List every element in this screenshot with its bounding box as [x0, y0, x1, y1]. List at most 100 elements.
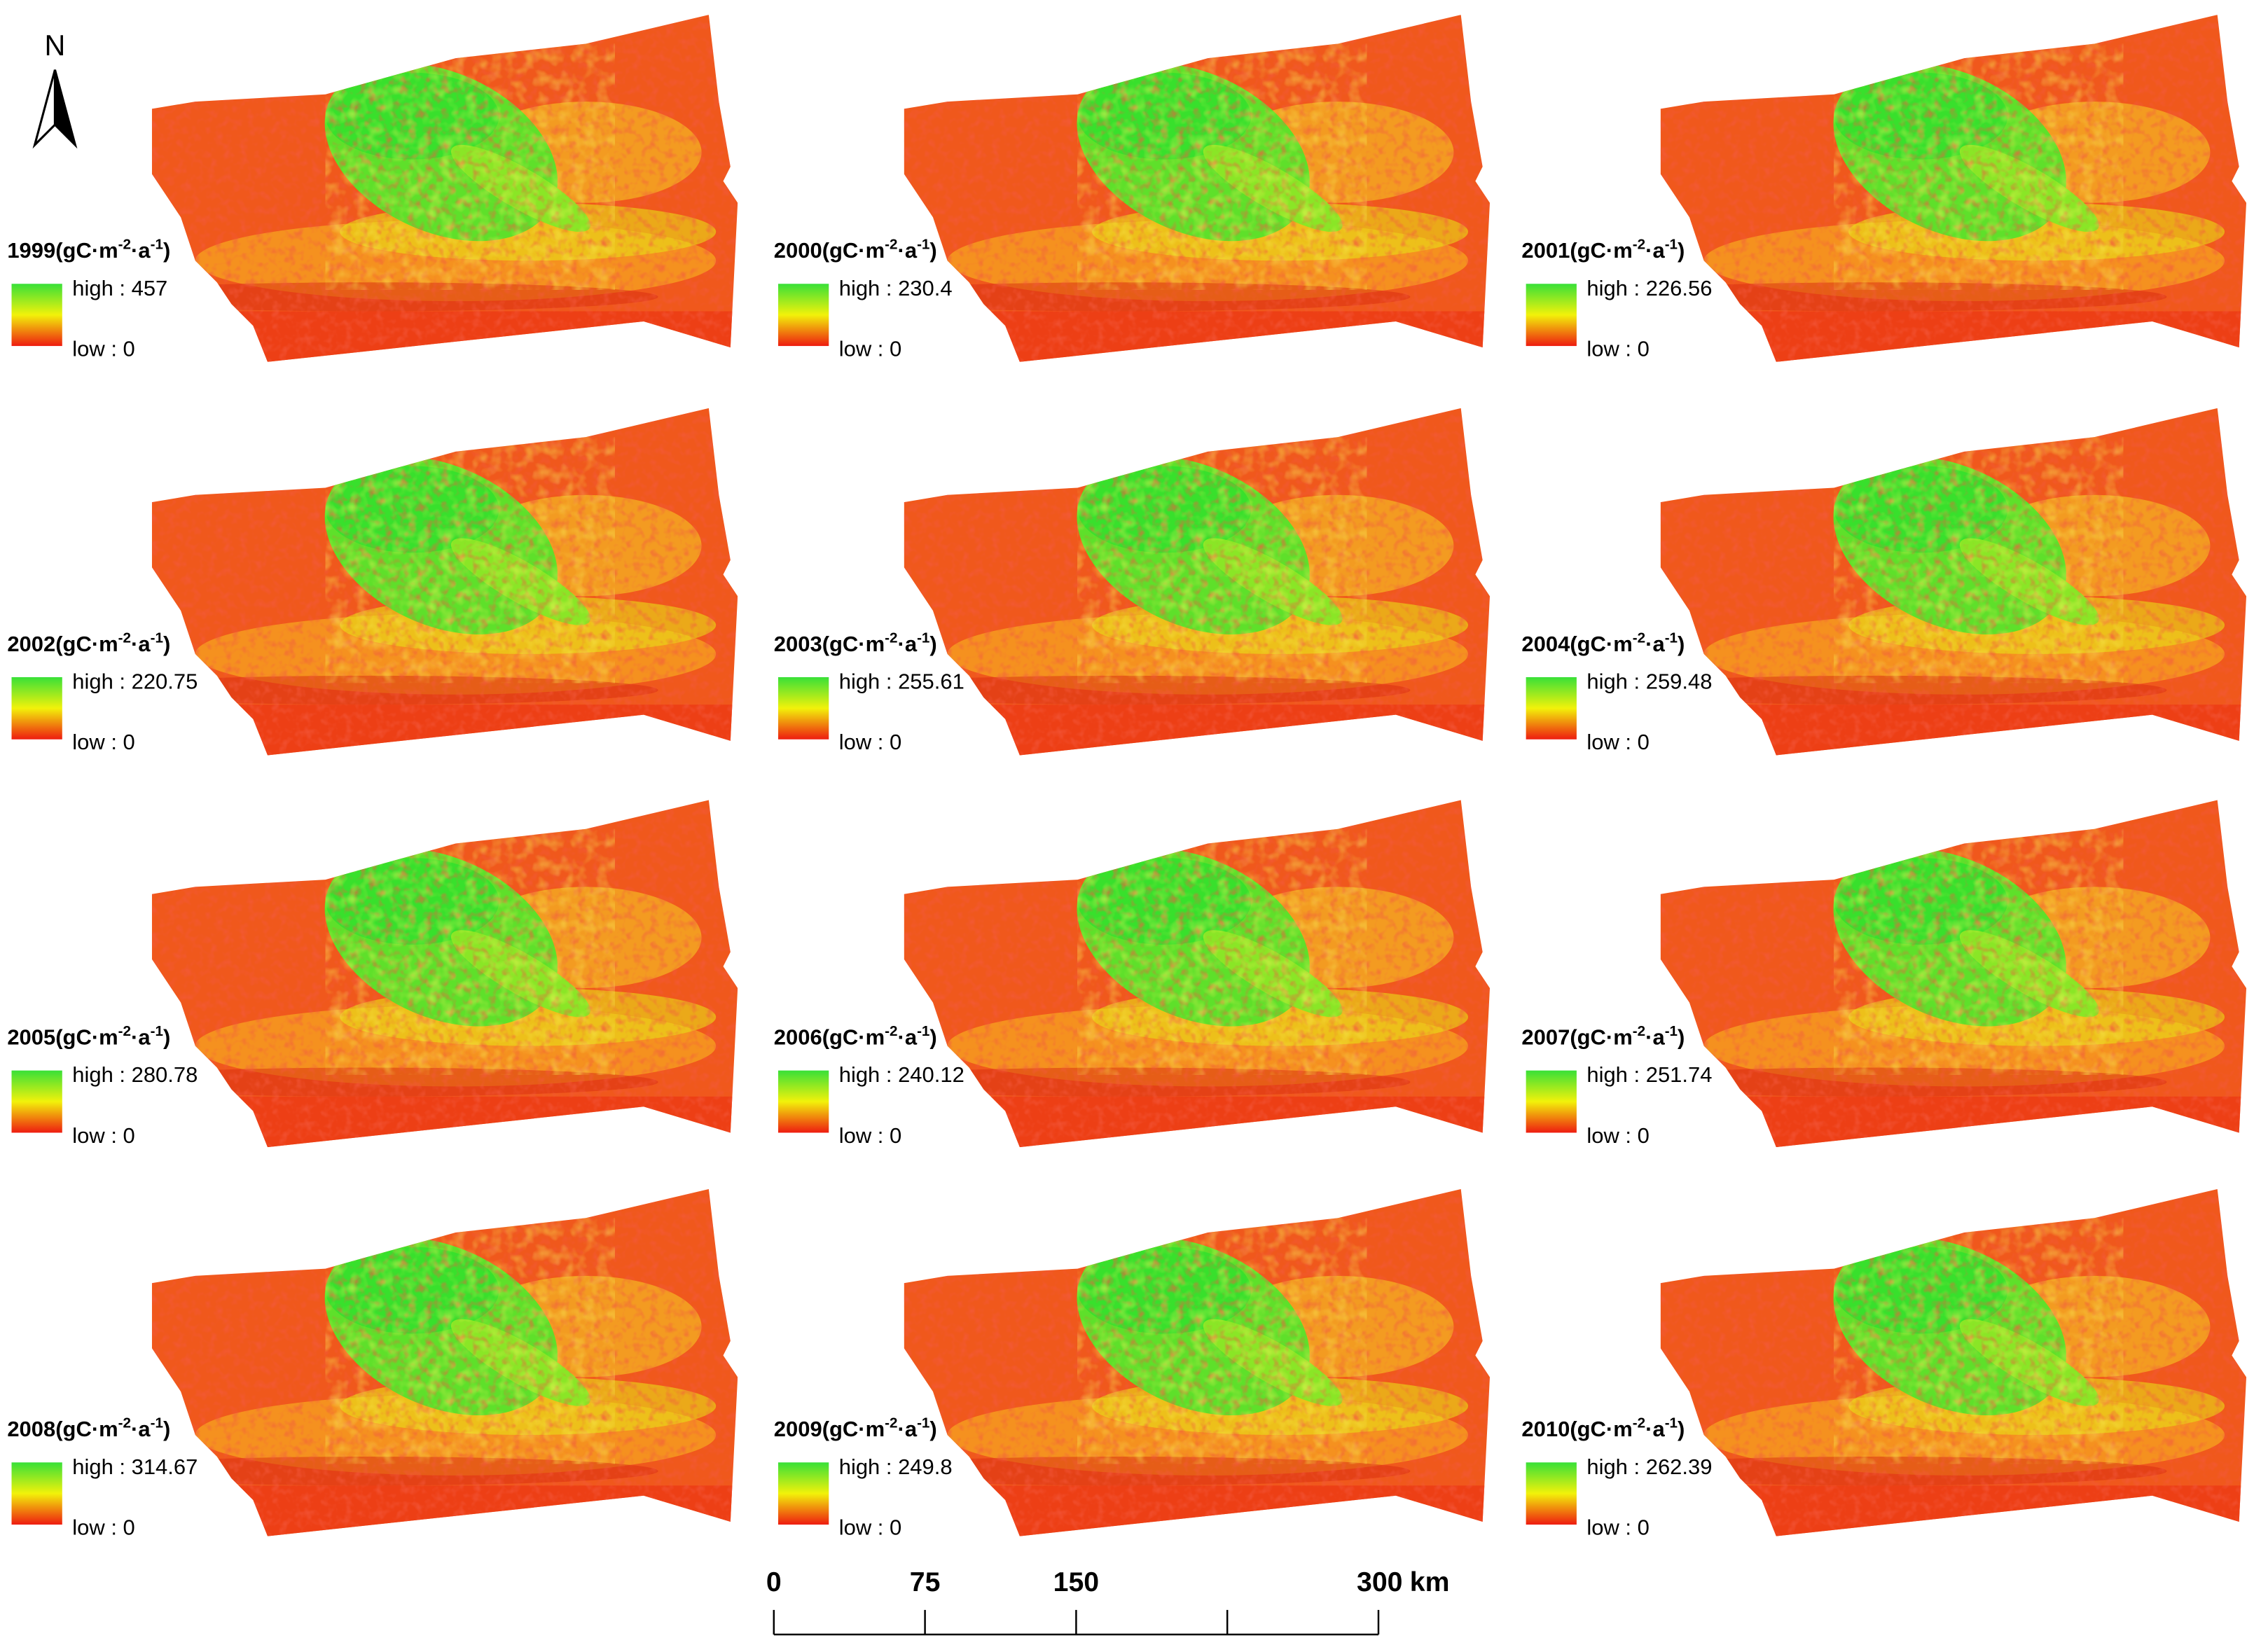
year: 2009: [774, 1417, 822, 1441]
unit: ): [163, 1025, 170, 1049]
scale-value: 0: [766, 1567, 782, 1597]
color-ramp: [11, 1070, 62, 1133]
unit-exponent: -1: [917, 1415, 929, 1431]
legend-low: low : 0: [72, 1123, 135, 1148]
unit-exponent: -1: [1665, 1415, 1678, 1431]
unit-exponent: -1: [151, 630, 163, 646]
legend-high: high : 280.78: [72, 1062, 198, 1087]
unit-exponent: -2: [118, 1023, 131, 1039]
scale-value: 150: [1053, 1567, 1099, 1597]
panel: 2003(gC·m-2·a-1) high : 255.61 low : 0: [774, 408, 1498, 763]
legend-low: low : 0: [72, 337, 135, 361]
unit-exponent: -2: [118, 630, 131, 646]
legend-high: high : 262.39: [1586, 1455, 1712, 1479]
unit: (gC·m: [822, 632, 885, 656]
panel: 2006(gC·m-2·a-1) high : 240.12 low : 0: [774, 800, 1498, 1154]
color-ramp: [11, 676, 62, 740]
unit-exponent: -2: [118, 237, 131, 253]
unit: ·a: [131, 632, 151, 656]
legend-high: high : 226.56: [1586, 276, 1712, 300]
year: 2004: [1521, 632, 1570, 656]
unit: ·a: [1645, 238, 1665, 263]
legend-high: high : 255.61: [839, 669, 964, 693]
unit: ): [163, 1417, 170, 1441]
legend-title: 1999(gC·m-2·a-1): [7, 237, 170, 263]
unit: ·a: [898, 238, 918, 263]
unit: (gC·m: [822, 1417, 885, 1441]
map-raster: [1588, 800, 2253, 1154]
unit-exponent: -1: [917, 1023, 929, 1039]
year: 2001: [1521, 238, 1570, 263]
color-ramp: [11, 284, 62, 347]
scale-label: 75: [910, 1567, 941, 1597]
unit-exponent: -1: [151, 1023, 163, 1039]
map-raster: [831, 800, 1497, 1154]
unit-exponent: -2: [885, 237, 897, 253]
legend-low: low : 0: [72, 730, 135, 754]
unit-exponent: -1: [917, 630, 929, 646]
color-ramp: [777, 1462, 829, 1525]
legend-title: 2000(gC·m-2·a-1): [774, 237, 937, 263]
unit-exponent: -1: [917, 237, 929, 253]
map-raster: [831, 1189, 1497, 1543]
unit: ): [1678, 238, 1685, 263]
year: 2003: [774, 632, 822, 656]
unit: ): [1678, 1417, 1685, 1441]
color-ramp: [777, 676, 829, 740]
legend-low: low : 0: [839, 730, 902, 754]
year: 2008: [7, 1417, 55, 1441]
unit: ): [1678, 632, 1685, 656]
legend-title: 2001(gC·m-2·a-1): [1521, 237, 1685, 263]
unit: (gC·m: [1570, 632, 1632, 656]
legend-high: high : 251.74: [1586, 1062, 1712, 1087]
panels: 1999(gC·m-2·a-1) high : 457 low : 0 2000(gC…: [7, 15, 2253, 1543]
legend-high: high : 457: [72, 276, 167, 300]
unit: ): [1678, 1025, 1685, 1049]
scale-value: 75: [910, 1567, 941, 1597]
unit-exponent: -2: [1633, 630, 1645, 646]
legend-title: 2005(gC·m-2·a-1): [7, 1023, 170, 1049]
color-ramp: [1526, 284, 1577, 347]
unit: ): [163, 632, 170, 656]
unit: ·a: [1645, 1025, 1665, 1049]
scale-label: 150: [1053, 1567, 1099, 1597]
unit-exponent: -1: [151, 1415, 163, 1431]
legend-title: 2007(gC·m-2·a-1): [1521, 1023, 1685, 1049]
legend-high: high : 249.8: [839, 1455, 953, 1479]
panel: 2004(gC·m-2·a-1) high : 259.48 low : 0: [1521, 408, 2253, 763]
unit: (gC·m: [1570, 238, 1632, 263]
legend-title: 2002(gC·m-2·a-1): [7, 630, 170, 655]
legend-high: high : 259.48: [1586, 669, 1712, 693]
unit: ·a: [898, 1417, 918, 1441]
unit-exponent: -2: [1633, 237, 1645, 253]
unit: ): [929, 632, 936, 656]
year: 2006: [774, 1025, 822, 1049]
map-raster: [1588, 408, 2253, 763]
map-raster: [80, 408, 745, 763]
map-raster: [80, 800, 745, 1154]
unit-exponent: -2: [885, 1415, 897, 1431]
unit: (gC·m: [822, 238, 885, 263]
legend-high: high : 220.75: [72, 669, 198, 693]
legend-high: high : 230.4: [839, 276, 953, 300]
panel: 2002(gC·m-2·a-1) high : 220.75 low : 0: [7, 408, 745, 763]
year: 2010: [1521, 1417, 1570, 1441]
unit: ·a: [131, 238, 151, 263]
unit: ·a: [1645, 1417, 1665, 1441]
unit-exponent: -2: [1633, 1023, 1645, 1039]
legend-low: low : 0: [72, 1515, 135, 1540]
unit-exponent: -2: [1633, 1415, 1645, 1431]
north-arrow: N: [32, 29, 78, 149]
map-raster: [831, 15, 1497, 369]
color-ramp: [1526, 1070, 1577, 1133]
unit-exponent: -1: [1665, 237, 1678, 253]
unit: ): [929, 1025, 936, 1049]
unit-exponent: -2: [885, 630, 897, 646]
color-ramp: [777, 284, 829, 347]
panel: 2010(gC·m-2·a-1) high : 262.39 low : 0: [1521, 1189, 2253, 1543]
panel: 2008(gC·m-2·a-1) high : 314.67 low : 0: [7, 1189, 745, 1543]
legend-title: 2003(gC·m-2·a-1): [774, 630, 937, 655]
panel: 1999(gC·m-2·a-1) high : 457 low : 0: [7, 15, 745, 369]
panel: 2001(gC·m-2·a-1) high : 226.56 low : 0: [1521, 15, 2253, 369]
